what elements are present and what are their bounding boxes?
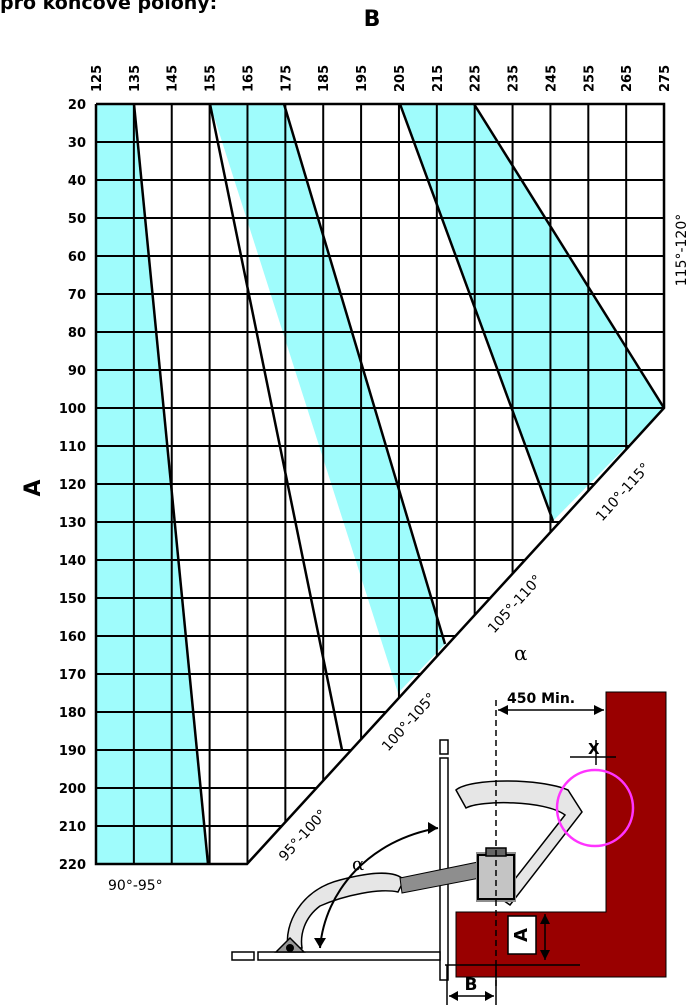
a-tick-label: 70 [68, 288, 86, 303]
a-tick-labels: 20 30 40 50 60 70 80 90 100 110 120 130 140 150 160 170… [59, 98, 86, 873]
a-tick-label: 80 [68, 326, 86, 341]
b-tick-label: 125 [90, 65, 105, 92]
a-tick-label: 50 [68, 212, 86, 227]
a-tick-label: 140 [59, 554, 86, 569]
b-tick-label: 235 [507, 65, 522, 92]
door-leaf-top [440, 740, 448, 754]
a-tick-label: 100 [59, 402, 86, 417]
b-tick-labels: 125 135 145 155 165 175 185 195 205 215 225 235 245 2… [90, 65, 673, 92]
a-tick-label: 130 [59, 516, 86, 531]
a-tick-label: 30 [68, 136, 86, 151]
door-leaf-open-stub [232, 952, 254, 960]
a-tick-label: 160 [59, 630, 86, 645]
axis-label-a: A [21, 479, 46, 496]
b-tick-label: 225 [469, 65, 484, 92]
a-tick-label: 190 [59, 744, 86, 759]
nomogram: 125 135 145 155 165 175 185 195 205 215 225 235 245 2… [21, 7, 690, 900]
band-fill-100-105 [210, 104, 445, 693]
b-dimension-arrow-left [449, 991, 458, 1001]
b-tick-label: 255 [582, 65, 597, 92]
b-tick-label: 155 [204, 65, 219, 92]
dimension-450-label: 450 Min. [507, 691, 575, 707]
a-tick-label: 220 [59, 858, 86, 873]
b-tick-label: 215 [431, 65, 446, 92]
a-tick-label: 120 [59, 478, 86, 493]
b-dimension-arrow-right [485, 991, 494, 1001]
x-label: X [588, 740, 600, 758]
axis-label-b: B [364, 7, 381, 32]
a-tick-label: 210 [59, 820, 86, 835]
a-tick-label: 170 [59, 668, 86, 683]
band-label-90-95: 90°-95° [108, 878, 163, 894]
a-label: A [511, 928, 532, 942]
alpha-label: α [352, 854, 364, 875]
a-tick-label: 40 [68, 174, 86, 189]
b-tick-label: 275 [658, 65, 673, 92]
b-tick-label: 265 [620, 65, 635, 92]
a-tick-label: 200 [59, 782, 86, 797]
band-label-115-120: 115°-120° [674, 214, 690, 287]
a-tick-label: 180 [59, 706, 86, 721]
a-tick-label: 60 [68, 250, 86, 265]
door-leaf-open [258, 952, 440, 960]
pivot-point [286, 944, 294, 952]
b-tick-label: 135 [128, 65, 143, 92]
alpha-arrow-bottom [314, 938, 326, 948]
b-tick-label: 205 [393, 65, 408, 92]
a-tick-label: 150 [59, 592, 86, 607]
a-tick-label: 90 [68, 364, 86, 379]
b-label: B [465, 975, 478, 995]
b-tick-label: 185 [317, 65, 332, 92]
b-tick-label: 145 [166, 65, 181, 92]
a-tick-label: 110 [59, 440, 86, 455]
a-tick-label: 20 [68, 98, 86, 113]
b-tick-label: 195 [355, 65, 370, 92]
b-tick-label: 165 [241, 65, 256, 92]
b-tick-label: 175 [279, 65, 294, 92]
b-tick-label: 245 [544, 65, 559, 92]
alpha-symbol: α [514, 641, 528, 665]
